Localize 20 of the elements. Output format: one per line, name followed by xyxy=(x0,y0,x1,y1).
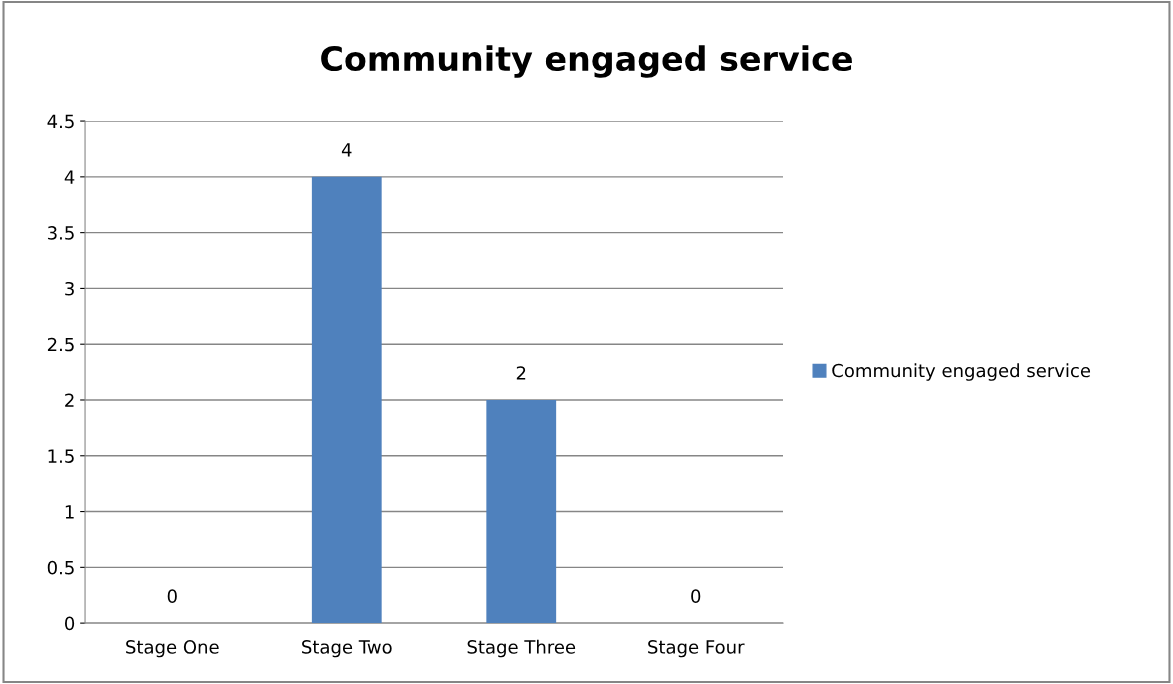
x-tick-label: Stage Two xyxy=(302,640,392,658)
y-tick-label: 1 xyxy=(65,505,74,519)
legend-label: Community engaged service xyxy=(832,363,1091,381)
data-label: 2 xyxy=(516,366,526,380)
y-tick-label: 2.5 xyxy=(47,337,74,352)
x-tick-label: Stage Three xyxy=(467,639,576,658)
y-tick-label: 0.5 xyxy=(47,560,74,575)
x-tick-label: Stage Four xyxy=(648,640,745,658)
y-tick-label: 4.5 xyxy=(47,114,74,129)
y-tick-label: 3 xyxy=(65,281,74,296)
data-label: 0 xyxy=(691,589,701,603)
y-tick-label: 4 xyxy=(64,170,75,184)
data-label: 0 xyxy=(167,589,177,603)
y-tick-label: 1.5 xyxy=(48,449,74,463)
x-tick-label: Stage One xyxy=(126,640,219,658)
y-tick-label: 0 xyxy=(65,616,75,631)
chart-title: Community engaged service xyxy=(321,45,852,78)
data-label: 4 xyxy=(341,143,352,157)
y-tick-label: 2 xyxy=(65,393,74,407)
y-tick-label: 3.5 xyxy=(47,226,74,240)
